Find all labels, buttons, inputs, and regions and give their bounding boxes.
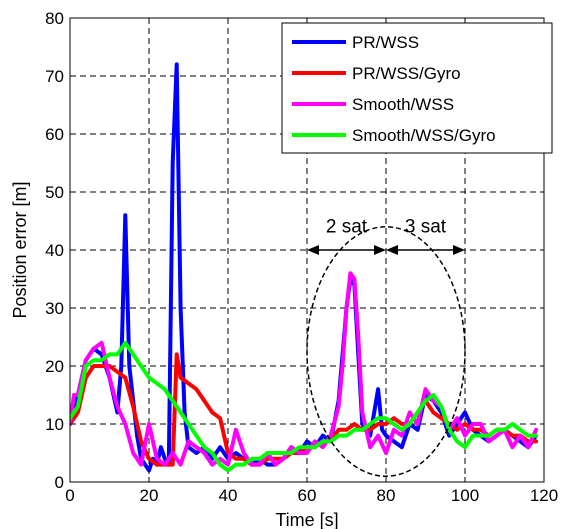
- y-tick-label: 80: [45, 9, 64, 28]
- annotation-arrow-head: [386, 245, 398, 255]
- y-tick-label: 70: [45, 67, 64, 86]
- axis-ticks: 0 20 40 60 80 100 120 0 10 20 30 40 50 60 70 80: [45, 9, 558, 505]
- legend-label-smooth-wss-gyro: Smooth/WSS/Gyro: [352, 126, 496, 145]
- y-tick-label: 20: [45, 357, 64, 376]
- annotation-arrow-head: [307, 245, 319, 255]
- legend-box: [281, 22, 553, 154]
- legend-label-smooth-wss: Smooth/WSS: [352, 95, 454, 114]
- y-tick-label: 40: [45, 241, 64, 260]
- annotation-arrow-head: [453, 245, 465, 255]
- annotation-2-sat: 2 sat: [326, 217, 368, 238]
- series-layer: [70, 62, 539, 473]
- legend-label-pr-wss-gyro: PR/WSS/Gyro: [352, 64, 461, 83]
- x-tick-label: 100: [451, 486, 479, 505]
- annotation-arrow-head: [374, 245, 386, 255]
- x-tick-label: 40: [219, 486, 238, 505]
- legend: PR/WSS PR/WSS/Gyro Smooth/WSS Smooth/WSS…: [281, 22, 553, 154]
- series-line-smooth-wss-gyro: [70, 340, 539, 473]
- annotation-3-sat: 3 sat: [405, 217, 447, 238]
- x-tick-label: 60: [298, 486, 317, 505]
- y-tick-label: 0: [55, 473, 64, 492]
- y-tick-label: 30: [45, 299, 64, 318]
- highlight-ellipse: [306, 226, 466, 477]
- x-tick-label: 0: [65, 486, 74, 505]
- y-tick-label: 60: [45, 125, 64, 144]
- x-tick-label: 80: [377, 486, 396, 505]
- annotation-layer: [306, 226, 466, 477]
- x-axis-label: Time [s]: [275, 510, 338, 529]
- y-axis-label: Position error [m]: [10, 181, 30, 318]
- y-tick-label: 10: [45, 415, 64, 434]
- x-tick-label: 120: [530, 486, 558, 505]
- x-tick-label: 20: [140, 486, 159, 505]
- legend-label-pr-wss: PR/WSS: [352, 33, 419, 52]
- y-tick-label: 50: [45, 183, 64, 202]
